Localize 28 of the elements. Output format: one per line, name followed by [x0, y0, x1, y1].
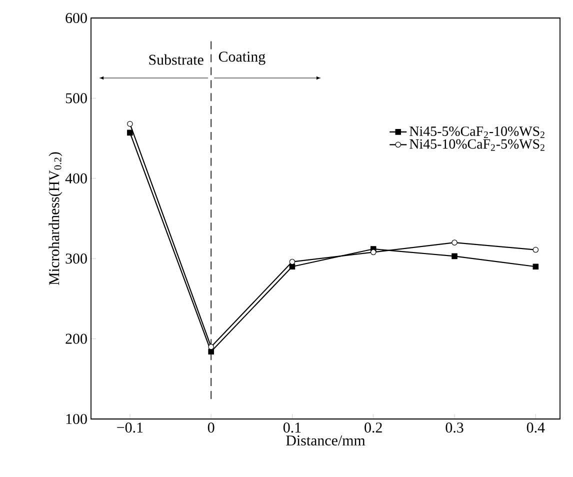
y-tick-label: 600 — [66, 12, 87, 24]
point — [452, 253, 458, 260]
annotation: Substrate — [149, 54, 204, 65]
point — [452, 240, 458, 246]
x-axis-title: Distance/mm — [286, 436, 366, 446]
point — [127, 120, 133, 127]
x-tick-label: 0.4 — [526, 422, 545, 433]
y-axis-title: Microhardness(HV$_{0.2}$) — [48, 152, 62, 286]
point — [289, 258, 296, 265]
legend-label: Ni45-5%CaF$_{2}$-10%WS$_{2}$ — [410, 126, 544, 138]
y-tick-label: 200 — [66, 334, 87, 344]
annotation: Coating — [218, 52, 266, 65]
x-tick-label: 0 — [208, 422, 214, 433]
x-tick-label: 0.1 — [283, 422, 301, 433]
point — [370, 249, 376, 256]
point — [532, 246, 539, 253]
y-tick-label: 100 — [66, 414, 87, 424]
x-tick-label: −0.1 — [117, 422, 143, 433]
legend-label: Ni45-10%CaF$_{2}$-5%WS$_{2}$ — [410, 139, 544, 151]
y-tick-label: 400 — [65, 173, 87, 184]
x-tick-label: 0.2 — [364, 422, 382, 433]
x-tick-label: 0.3 — [446, 422, 464, 433]
y-tick-label: 300 — [66, 254, 87, 264]
point — [208, 344, 214, 350]
point — [208, 348, 214, 355]
point — [532, 264, 539, 270]
y-tick-label: 500 — [66, 93, 87, 104]
point — [127, 130, 133, 136]
